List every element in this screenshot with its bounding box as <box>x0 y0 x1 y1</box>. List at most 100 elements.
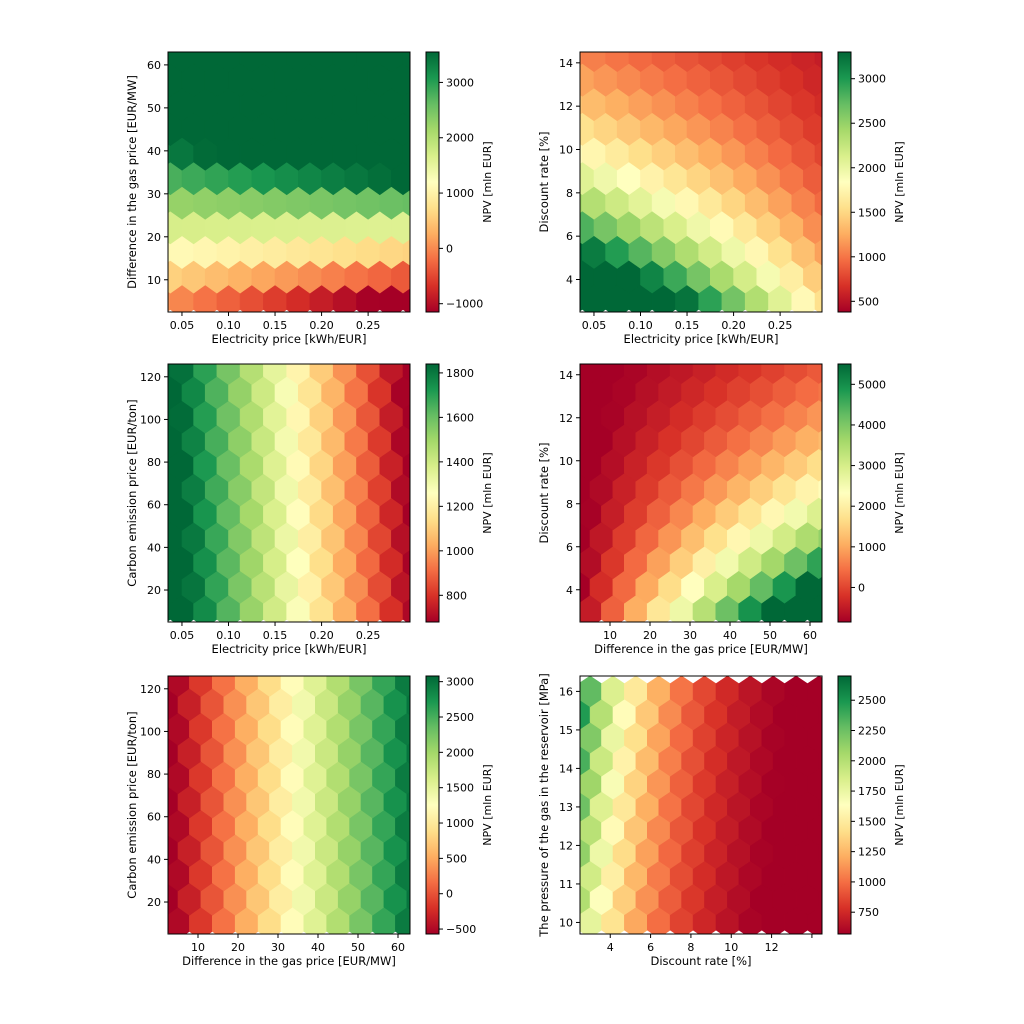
colorbar: 750 1000 1250 1500 1750 2000 2250 2500 NPV [mln … <box>837 675 906 935</box>
hex-cell <box>356 364 381 385</box>
hex-cell <box>698 52 723 72</box>
y-tick-label: 6 <box>566 230 573 243</box>
colorbar-gradient <box>837 363 852 623</box>
hex-cell <box>581 52 606 72</box>
x-tick-label: 0.05 <box>582 319 607 332</box>
hexbin-cells <box>168 364 410 622</box>
y-tick-label: 6 <box>566 541 573 554</box>
hex-cell <box>309 52 334 73</box>
hex-cell <box>326 676 350 697</box>
x-tick-label: 0.10 <box>216 629 241 642</box>
x-axis-label: Difference in the gas price [EUR/MW] <box>594 642 808 656</box>
colorbar-tick-label: 3000 <box>446 676 474 689</box>
hex-cell <box>168 676 190 697</box>
x-tick-label: 0.15 <box>263 629 288 642</box>
y-axis-label: Difference in the gas price [EUR/MW] <box>125 75 139 289</box>
colorbar-tick-label: 2500 <box>858 694 886 707</box>
hex-cell <box>768 52 793 72</box>
colorbar-gradient <box>425 675 440 935</box>
x-tick-label: 0.20 <box>309 629 334 642</box>
hex-cell <box>623 364 648 384</box>
colorbar-tick-label: 2000 <box>858 162 886 175</box>
hexbin-cells <box>168 676 410 934</box>
colorbar-label: NPV [mln EUR] <box>481 764 494 845</box>
hex-cell <box>170 364 194 385</box>
x-tick-label: 10 <box>603 629 617 642</box>
plot-frame <box>167 51 411 313</box>
colorbar-tick-label: 2000 <box>446 746 474 759</box>
y-tick-label: 11 <box>559 878 573 891</box>
colorbar-tick-label: 1000 <box>858 251 886 264</box>
hex-cell <box>239 364 264 385</box>
hex-cell <box>332 364 357 385</box>
colorbar-label: NPV [mln EUR] <box>481 141 494 222</box>
colorbar-tick-label: 1000 <box>446 545 474 558</box>
hex-cell <box>669 364 694 384</box>
colorbar-tick-label: 4000 <box>858 419 886 432</box>
y-tick-label: 80 <box>147 768 161 781</box>
colorbar-tick-label: 1000 <box>446 817 474 830</box>
colorbar-gradient <box>837 51 852 313</box>
hex-cell <box>721 52 746 72</box>
colorbar-tick-label: 1500 <box>858 815 886 828</box>
plot-frame <box>579 51 823 313</box>
x-axis-label: Discount rate [%] <box>650 954 751 968</box>
y-axis-label: Carbon emission price [EUR/ton] <box>125 711 139 898</box>
plot-frame <box>579 675 823 935</box>
x-tick-label: 0.10 <box>628 319 653 332</box>
y-tick-label: 60 <box>147 59 161 72</box>
hex-cell <box>761 364 785 384</box>
colorbar-tick-label: 1600 <box>446 411 474 424</box>
y-tick-label: 16 <box>559 685 573 698</box>
colorbar-tick-label: 1000 <box>446 187 474 200</box>
colorbar-gradient <box>425 51 440 313</box>
subplot-5: 10 20 30 40 50 60 20 40 60 80 100 120 Difference in … <box>125 675 494 968</box>
hex-cell <box>234 676 259 697</box>
hex-cell <box>791 52 816 72</box>
hex-cell <box>168 291 171 312</box>
y-tick-label: 20 <box>147 231 161 244</box>
y-tick-label: 100 <box>140 725 161 738</box>
y-tick-label: 12 <box>559 100 573 113</box>
colorbar-tick-label: 800 <box>446 589 467 602</box>
colorbar: −500 0 500 1000 1500 2000 2500 3000 NPV [mln EUR… <box>425 675 494 936</box>
y-tick-label: 14 <box>559 369 573 382</box>
colorbar: 0 1000 2000 3000 4000 5000 NPV [mln EUR] <box>837 363 906 623</box>
hex-cell <box>349 676 373 697</box>
x-tick-label: 0.25 <box>356 319 381 332</box>
subplot-2: 0.05 0.10 0.15 0.20 0.25 4 6 8 10 12 14 Electricity… <box>537 51 906 346</box>
x-tick-label: 20 <box>643 629 657 642</box>
hex-cell <box>168 601 171 622</box>
hexbin-cells <box>580 52 822 312</box>
x-tick-label: 10 <box>724 941 738 954</box>
y-tick-label: 50 <box>147 102 161 115</box>
y-tick-label: 20 <box>147 896 161 909</box>
hex-cell <box>807 676 822 708</box>
colorbar-tick-label: 0 <box>446 242 453 255</box>
y-tick-label: 10 <box>559 916 573 929</box>
x-axis-label: Difference in the gas price [EUR/MW] <box>182 954 396 968</box>
y-tick-label: 120 <box>140 371 161 384</box>
hex-cell <box>601 364 625 384</box>
x-tick-label: 50 <box>763 629 777 642</box>
hex-cell <box>239 52 264 73</box>
colorbar-tick-label: 1400 <box>446 456 474 469</box>
x-tick-label: 60 <box>803 629 817 642</box>
colorbar-tick-label: 1500 <box>446 782 474 795</box>
hex-cell <box>303 676 328 697</box>
colorbar-label: NPV [mln EUR] <box>481 452 494 533</box>
y-tick-label: 40 <box>147 541 161 554</box>
colorbar-gradient <box>425 363 440 623</box>
colorbar-label: NPV [mln EUR] <box>893 141 906 222</box>
subplot-1: 0.05 0.10 0.15 0.20 0.25 10 20 30 40 50 60 Electric… <box>125 51 494 346</box>
colorbar-tick-label: 1000 <box>858 541 886 554</box>
colorbar-tick-label: 3000 <box>858 460 886 473</box>
colorbar-tick-label: 2250 <box>858 725 886 738</box>
y-tick-label: 100 <box>140 413 161 426</box>
y-axis-label: Carbon emission price [EUR/ton] <box>125 399 139 586</box>
y-tick-label: 10 <box>559 144 573 157</box>
hex-cell <box>332 52 357 73</box>
colorbar-gradient <box>837 675 852 935</box>
hex-cell <box>263 52 288 73</box>
x-tick-label: 30 <box>271 941 285 954</box>
